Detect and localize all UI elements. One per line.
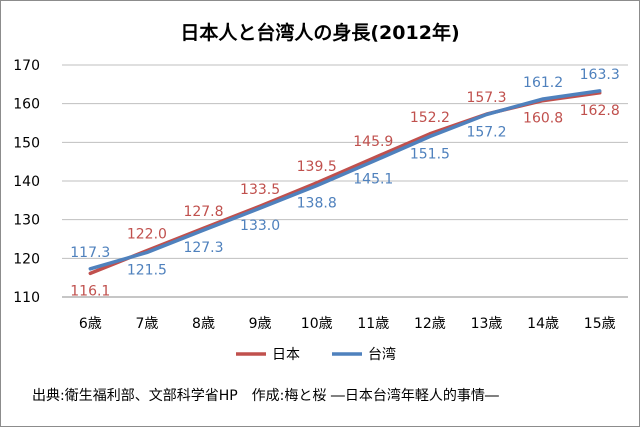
y-tick-label-4: 150 — [13, 135, 40, 151]
data-label-japan-4: 139.5 — [297, 159, 337, 175]
data-label-taiwan-4: 138.8 — [297, 196, 337, 212]
data-label-japan-0: 116.1 — [70, 283, 110, 299]
data-label-taiwan-3: 133.0 — [240, 218, 280, 234]
y-tick-label-5: 160 — [13, 97, 40, 113]
data-label-japan-7: 157.3 — [466, 90, 506, 106]
y-tick-label-1: 120 — [13, 251, 40, 267]
source-note: 出典:衛生福利部、文部科学省HP 作成:梅と桜 ―日本台湾年軽人的事情― — [32, 388, 499, 404]
data-label-japan-5: 145.9 — [353, 134, 393, 150]
data-label-taiwan-0: 117.3 — [70, 245, 110, 261]
legend-label-taiwan: 台湾 — [368, 346, 396, 363]
x-tick-label-2: 8歳 — [192, 316, 215, 332]
x-tick-label-4: 10歳 — [301, 316, 333, 332]
x-tick-label-8: 14歳 — [527, 316, 559, 332]
x-tick-label-5: 11歳 — [357, 316, 389, 332]
y-tick-label-3: 140 — [13, 174, 40, 190]
x-tick-label-6: 12歳 — [414, 316, 446, 332]
series-line-taiwan — [88, 89, 602, 271]
data-label-taiwan-9: 163.3 — [580, 67, 620, 83]
x-tick-label-7: 13歳 — [471, 316, 503, 332]
y-tick-label-6: 170 — [13, 58, 40, 74]
data-label-taiwan-8: 161.2 — [523, 75, 563, 91]
x-tick-label-0: 6歳 — [79, 316, 102, 332]
data-label-taiwan-7: 157.2 — [466, 124, 506, 140]
x-tick-label-9: 15歳 — [584, 316, 616, 332]
data-label-japan-9: 162.8 — [580, 103, 620, 119]
y-tick-label-2: 130 — [13, 213, 40, 229]
data-label-taiwan-1: 121.5 — [127, 263, 167, 279]
data-label-japan-8: 160.8 — [523, 111, 563, 127]
data-label-taiwan-2: 127.3 — [183, 240, 223, 256]
data-label-japan-3: 133.5 — [240, 182, 280, 198]
data-label-taiwan-5: 145.1 — [353, 171, 393, 187]
chart-title: 日本人と台湾人の身長(2012年) — [180, 22, 460, 44]
x-tick-label-1: 7歳 — [135, 316, 158, 332]
x-tick-label-3: 9歳 — [249, 316, 272, 332]
data-label-japan-6: 152.2 — [410, 110, 450, 126]
data-label-taiwan-6: 151.5 — [410, 147, 450, 163]
data-label-japan-1: 122.0 — [127, 227, 167, 243]
y-tick-label-0: 110 — [13, 290, 40, 306]
legend-label-japan: 日本 — [272, 347, 300, 363]
data-label-japan-2: 127.8 — [183, 204, 223, 220]
